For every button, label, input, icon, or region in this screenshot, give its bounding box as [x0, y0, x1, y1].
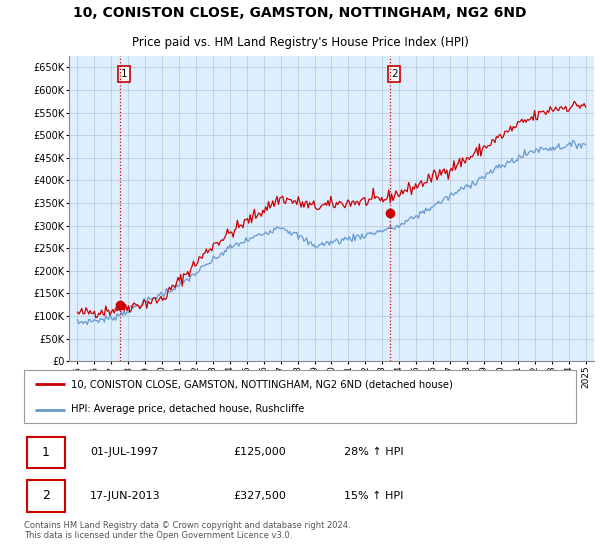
Text: 15% ↑ HPI: 15% ↑ HPI: [344, 491, 404, 501]
Text: £327,500: £327,500: [234, 491, 287, 501]
FancyBboxPatch shape: [24, 370, 576, 423]
Text: 28% ↑ HPI: 28% ↑ HPI: [344, 447, 404, 458]
Text: 10, CONISTON CLOSE, GAMSTON, NOTTINGHAM, NG2 6ND: 10, CONISTON CLOSE, GAMSTON, NOTTINGHAM,…: [73, 6, 527, 20]
Text: 2: 2: [391, 69, 397, 79]
Text: 17-JUN-2013: 17-JUN-2013: [90, 491, 161, 501]
Text: 2: 2: [42, 489, 50, 502]
Text: £125,000: £125,000: [234, 447, 287, 458]
Text: Price paid vs. HM Land Registry's House Price Index (HPI): Price paid vs. HM Land Registry's House …: [131, 36, 469, 49]
Text: Contains HM Land Registry data © Crown copyright and database right 2024.
This d: Contains HM Land Registry data © Crown c…: [24, 521, 350, 540]
Text: 1: 1: [121, 69, 127, 79]
FancyBboxPatch shape: [27, 480, 65, 512]
FancyBboxPatch shape: [27, 437, 65, 468]
Text: 1: 1: [42, 446, 50, 459]
Text: 10, CONISTON CLOSE, GAMSTON, NOTTINGHAM, NG2 6ND (detached house): 10, CONISTON CLOSE, GAMSTON, NOTTINGHAM,…: [71, 380, 453, 390]
Text: HPI: Average price, detached house, Rushcliffe: HPI: Average price, detached house, Rush…: [71, 404, 304, 414]
Text: 01-JUL-1997: 01-JUL-1997: [90, 447, 158, 458]
